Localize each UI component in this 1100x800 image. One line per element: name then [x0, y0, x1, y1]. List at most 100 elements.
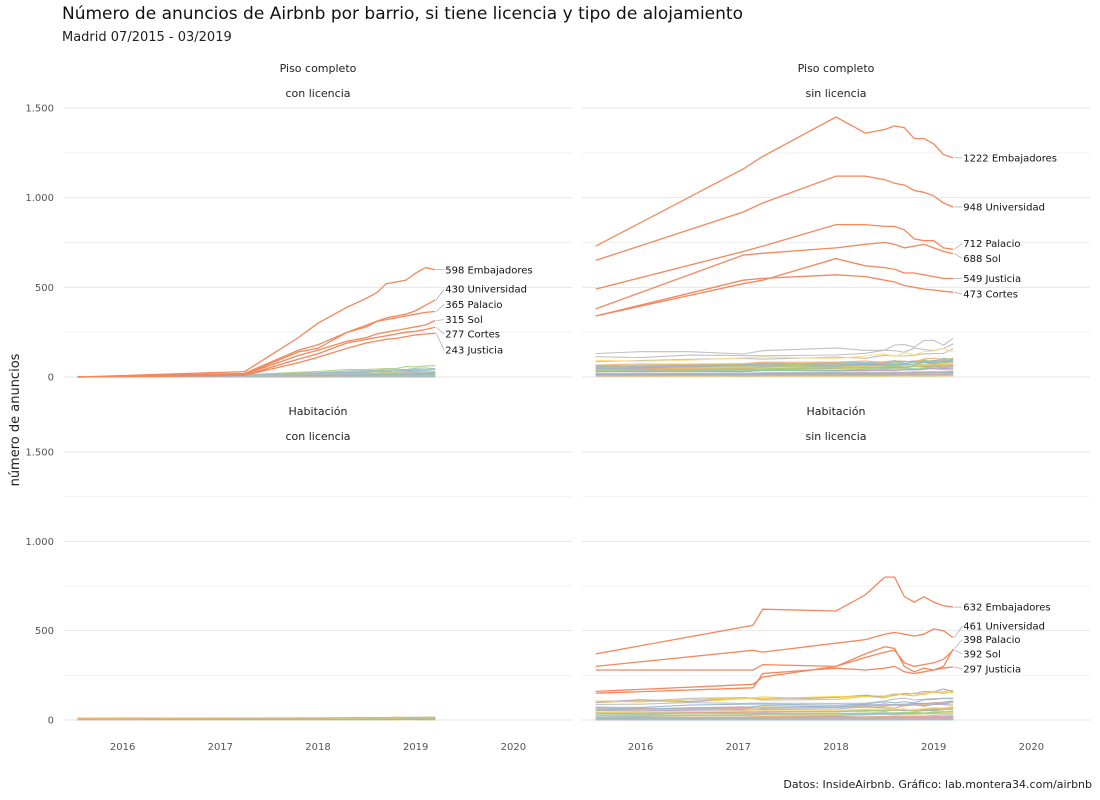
- series-line: [595, 116, 954, 247]
- series-line: [595, 257, 954, 317]
- label-leader-line: [954, 666, 963, 670]
- facet-strip-label: Piso completo: [798, 62, 875, 75]
- series-label: 243 Justicia: [445, 346, 503, 357]
- label-leader-line: [436, 327, 445, 335]
- label-leader-line: [954, 649, 963, 655]
- facet-strip-label: sin licencia: [806, 430, 867, 443]
- series-label: 549 Justicia: [963, 274, 1021, 285]
- series-label: 398 Palacio: [963, 635, 1020, 646]
- x-tick-label: 2020: [1019, 742, 1044, 753]
- y-tick-label: 0: [48, 373, 54, 384]
- facet-strip-label: con licencia: [286, 87, 351, 100]
- x-tick-label: 2018: [823, 742, 848, 753]
- series-line: [77, 326, 436, 378]
- label-leader-line: [954, 639, 963, 650]
- series-label: 461 Universidad: [963, 622, 1045, 633]
- background-series-line: [595, 374, 954, 377]
- background-series-line: [595, 712, 954, 717]
- background-series-line: [595, 337, 954, 355]
- label-leader-line: [953, 626, 963, 638]
- series-label: 392 Sol: [963, 649, 1001, 660]
- background-series-line: [595, 365, 954, 372]
- series-line: [77, 319, 436, 378]
- background-series-line: [595, 697, 954, 706]
- y-tick-label: 1.500: [25, 448, 54, 459]
- series-line: [595, 274, 954, 317]
- background-series-line: [595, 360, 954, 370]
- series-line: [595, 223, 954, 290]
- series-line: [77, 332, 436, 378]
- series-line: [595, 665, 954, 694]
- background-series-line: [595, 372, 954, 376]
- series-line: [77, 266, 436, 378]
- label-leader-line: [435, 288, 445, 301]
- background-series-line: [595, 697, 954, 708]
- background-series-line: [77, 716, 436, 719]
- x-tick-label: 2019: [921, 742, 946, 753]
- facet-strip-label: sin licencia: [806, 87, 867, 100]
- chart-title: Número de anuncios de Airbnb por barrio,…: [62, 4, 743, 24]
- background-series-line: [595, 357, 954, 366]
- panel-4: Habitación sin licencia 632 Embajadores 461…: [582, 405, 1090, 721]
- x-tick-label: 2019: [403, 742, 428, 753]
- label-leader-line: [954, 253, 963, 259]
- background-series-line: [595, 367, 954, 373]
- x-tick-label: 2020: [501, 742, 526, 753]
- series-label: 712 Palacio: [963, 239, 1020, 250]
- y-axis-label: número de anuncios: [8, 353, 23, 486]
- series-line: [595, 576, 954, 655]
- background-series-line: [595, 370, 954, 375]
- series-label: 297 Justicia: [963, 665, 1021, 676]
- x-tick-label: 2016: [628, 742, 653, 753]
- panel-2: Piso completo sin licencia 1222 Embajadore…: [582, 62, 1090, 378]
- series-label: 1222 Embajadores: [963, 153, 1057, 164]
- series-label: 632 Embajadores: [963, 603, 1050, 614]
- x-tick-label: 2018: [305, 742, 330, 753]
- series-line: [77, 310, 436, 378]
- series-label: 688 Sol: [963, 254, 1001, 265]
- label-leader-line: [954, 291, 963, 295]
- background-series-line: [595, 375, 954, 377]
- x-tick-label: 2016: [110, 742, 135, 753]
- series-label: 365 Palacio: [445, 300, 502, 311]
- y-tick-label: 500: [35, 283, 54, 294]
- series-label: 473 Cortes: [963, 290, 1018, 301]
- background-series-line: [595, 348, 954, 362]
- background-series-line: [595, 700, 954, 710]
- y-tick-label: 1.000: [25, 537, 54, 548]
- series-line: [595, 175, 954, 262]
- background-series-line: [595, 714, 954, 718]
- background-series-line: [595, 690, 954, 703]
- chart-caption: Datos: InsideAirbnb. Gráfico: lab.monter…: [783, 778, 1092, 791]
- series-label: 948 Universidad: [963, 202, 1045, 213]
- series-line: [77, 299, 436, 378]
- x-tick-label: 2017: [726, 742, 751, 753]
- y-tick-label: 0: [48, 716, 54, 727]
- series-label: 315 Sol: [445, 315, 483, 326]
- series-label: 430 Universidad: [445, 285, 527, 296]
- facet-strip-label: Piso completo: [280, 62, 357, 75]
- panel-3: Habitación con licencia 0 500 1.000 1.500: [25, 405, 572, 727]
- facet-strip-label: Habitación: [807, 405, 866, 418]
- series-label: 598 Embajadores: [445, 265, 532, 276]
- series-line: [595, 241, 954, 310]
- label-leader-line: [954, 243, 963, 250]
- facet-strip-label: Habitación: [289, 405, 348, 418]
- y-tick-label: 1.000: [25, 193, 54, 204]
- series-line: [595, 628, 954, 668]
- x-tick-label: 2017: [208, 742, 233, 753]
- chart-subtitle: Madrid 07/2015 - 03/2019: [62, 30, 232, 45]
- facet-strip-label: con licencia: [286, 430, 351, 443]
- label-leader-line: [436, 304, 445, 312]
- background-series-line: [595, 703, 954, 712]
- label-leader-line: [435, 333, 445, 351]
- background-series-line: [595, 364, 954, 371]
- background-series-line: [595, 716, 954, 719]
- y-tick-label: 500: [35, 626, 54, 637]
- series-line: [595, 649, 954, 693]
- y-tick-label: 1.500: [25, 104, 54, 115]
- series-label: 277 Cortes: [445, 329, 500, 340]
- label-leader-line: [436, 319, 445, 321]
- background-series-line: [595, 705, 954, 713]
